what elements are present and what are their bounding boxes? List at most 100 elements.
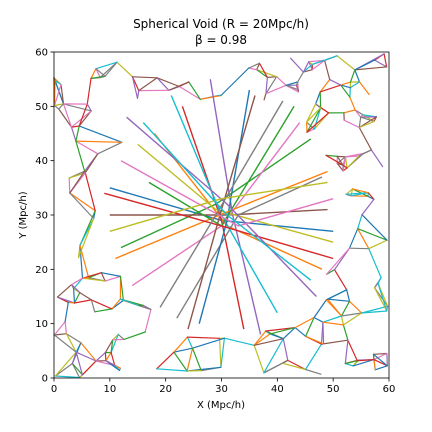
web-edge [320,339,349,345]
web-edge [313,316,324,323]
web-edge [65,333,82,344]
web-edge [70,284,81,294]
web-edge [333,269,348,291]
x-tick-label: 20 [159,384,172,395]
web-edge [119,298,139,306]
web-edge [346,289,351,302]
series-line [137,143,334,243]
web-edge [265,327,296,332]
y-tick-label: 10 [35,319,48,330]
web-edge [75,351,84,376]
web-edge [297,81,299,91]
web-edge [349,96,356,111]
web-edge [104,339,114,354]
web-edge [370,149,384,168]
web-edge [336,162,344,172]
web-edge [220,337,225,368]
web-edge [168,81,190,91]
web-edge [53,103,65,107]
web-edge [53,79,56,107]
web-edge [90,75,106,80]
web-edge [58,103,65,110]
web-edge [325,299,343,317]
web-edge [372,352,388,355]
web-edge [86,77,92,105]
web-edge [373,287,388,312]
series-line [159,100,284,308]
web-edge [351,188,369,194]
web-edge [349,69,356,83]
web-edge [373,352,388,361]
web-edge [116,61,134,78]
web-edge [131,76,158,79]
web-edge [220,67,250,97]
x-tick-label: 40 [271,384,284,395]
web-edge [105,351,112,362]
web-edge [70,277,84,286]
web-edge [340,312,363,317]
web-edge [144,308,152,333]
web-edge [65,333,77,353]
web-edge [336,155,347,158]
web-edge [68,177,71,194]
web-edge [62,103,92,112]
web-edge [60,83,65,105]
web-edge [81,277,106,282]
web-edge [352,359,375,367]
web-edge [131,76,139,100]
web-edge [100,272,106,282]
web-edge [56,284,73,298]
web-edge [356,359,375,362]
data-lines [53,53,389,379]
web-edge [377,282,388,312]
web-edge [58,108,73,128]
web-edge [253,338,284,346]
series-line [109,181,328,232]
web-edge [285,81,299,86]
web-edge [361,214,388,241]
web-edge [191,347,202,372]
web-edge [53,83,62,107]
web-edge [285,84,299,91]
web-edge [350,188,354,197]
series-line [120,160,334,227]
web-edge [340,84,351,98]
web-edge [269,333,284,340]
web-edge [315,103,322,109]
web-edge [361,305,389,314]
web-edge [219,337,222,368]
web-edge [186,347,194,372]
web-edge [69,170,86,194]
web-edge [302,63,313,73]
web-edge [191,337,225,349]
web-edge [358,116,362,129]
web-edge [69,192,96,212]
web-edge [156,77,170,91]
web-edge [72,277,84,290]
y-tick-label: 0 [42,374,48,385]
series-line [104,192,334,260]
web-edge [342,312,363,326]
web-edge [306,107,322,123]
web-edge [223,337,255,346]
web-edge [348,228,359,249]
web-edge [77,217,95,259]
web-edge [340,81,352,86]
web-edge [324,59,331,81]
web-edge [325,289,348,301]
web-edge [304,343,323,371]
web-edge [297,71,304,83]
web-edge [53,334,77,353]
web-edge [263,338,284,374]
web-edge [349,81,361,89]
web-edge [325,247,351,275]
web-edge [72,288,76,304]
web-edge [354,66,388,71]
web-edge [253,344,265,374]
web-edge [104,275,122,282]
web-edge [71,362,81,379]
web-edge [367,192,375,200]
web-edge [256,69,278,78]
